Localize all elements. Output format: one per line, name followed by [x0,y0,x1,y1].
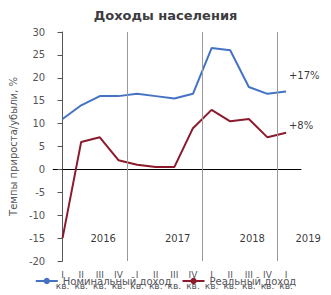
svg-text:IV: IV [114,269,123,280]
svg-text:2019: 2019 [295,233,320,244]
svg-text:+8%: +8% [289,120,313,131]
svg-text:III: III [244,269,253,280]
svg-text:кв.: кв. [186,280,200,291]
svg-text:III: III [170,270,178,280]
svg-text:I: I [135,269,139,280]
svg-text:2018: 2018 [240,233,265,244]
svg-text:20: 20 [32,72,45,83]
svg-text:0: 0 [39,164,45,175]
svg-text:Темпы прироста/убыли, %: Темпы прироста/убыли, % [8,77,19,217]
svg-text:10: 10 [32,118,45,129]
svg-text:25: 25 [32,49,45,60]
svg-text:II: II [78,269,84,280]
svg-text:IV: IV [188,269,198,280]
svg-text:I: I [61,269,64,280]
svg-text:I: I [210,269,213,280]
svg-text:II: II [227,269,233,280]
svg-text:2016: 2016 [90,233,115,244]
svg-text:III: III [95,269,104,280]
svg-text:II: II [153,269,159,280]
svg-text:-10: -10 [29,210,45,221]
svg-text:Номинальный доход: Номинальный доход [63,276,172,287]
svg-text:кв.: кв. [167,280,182,291]
svg-text:-20: -20 [29,256,45,267]
svg-text:2017: 2017 [165,233,190,244]
svg-text:IV: IV [263,269,272,280]
svg-text:-15: -15 [29,233,45,244]
svg-text:+17%: +17% [289,70,320,81]
svg-text:Реальный доход: Реальный доход [210,276,297,287]
svg-text:I: I [284,269,288,280]
svg-text:15: 15 [32,95,45,106]
svg-text:Доходы населения: Доходы населения [94,8,238,23]
svg-text:5: 5 [39,141,45,152]
svg-text:30: 30 [32,27,45,38]
svg-text:-5: -5 [35,187,45,198]
